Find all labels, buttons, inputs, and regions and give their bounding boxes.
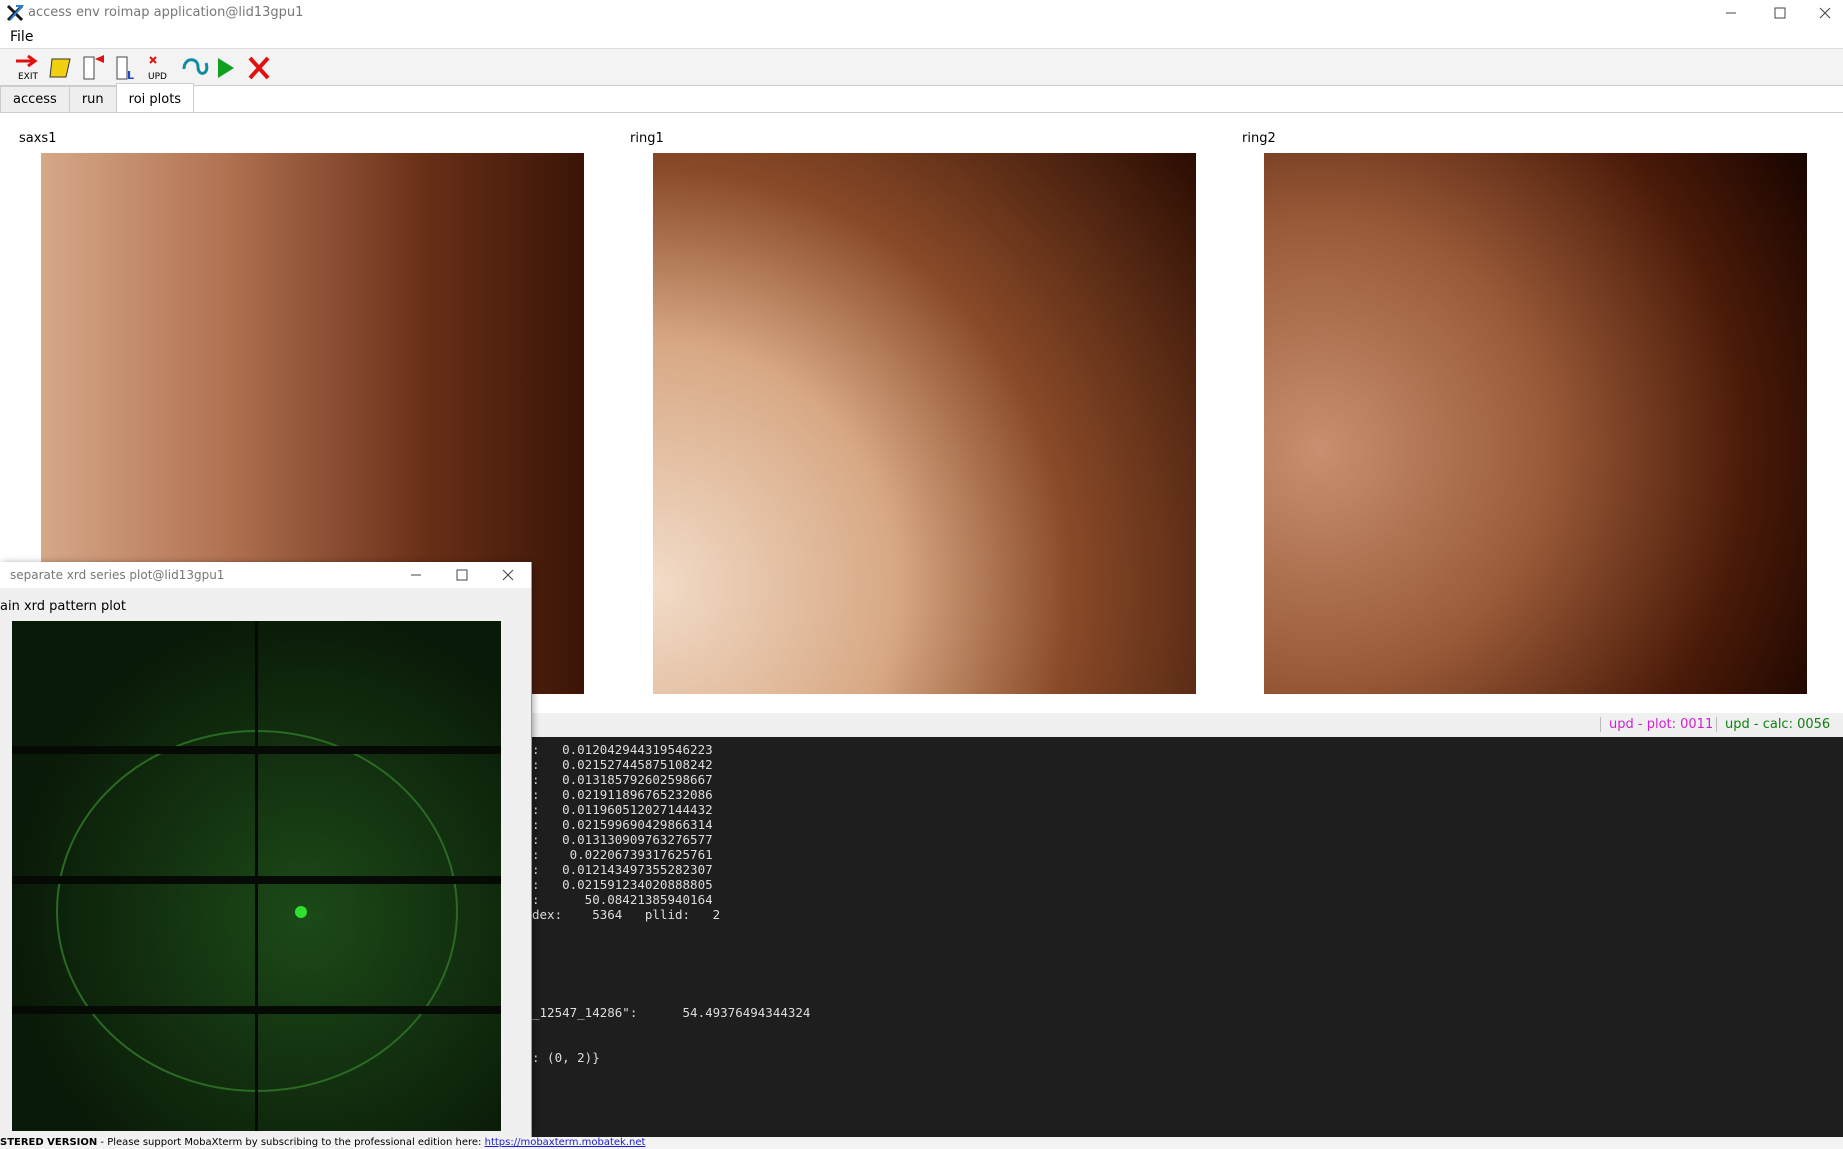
window-controls[interactable] [1720, 4, 1840, 22]
stop-button[interactable] [248, 56, 270, 80]
exit-label: EXIT [18, 72, 39, 82]
plot-title: ring2 [1242, 131, 1276, 146]
window-title: access env roimap application@lid13gpu1 [28, 5, 304, 20]
tab-bar: access run roi plots [0, 83, 195, 116]
console-line: : 0.013185792602598667 [532, 772, 713, 787]
menu-item[interactable]: File [10, 29, 34, 45]
footer-link[interactable]: https://mobaxterm.mobatek.net [484, 1137, 646, 1148]
console-line: : 0.013130909763276577 [532, 832, 713, 847]
plot-title: ain xrd pattern plot [0, 599, 126, 614]
sub-window-title: separate xrd series plot@lid13gpu1 [10, 568, 225, 582]
status-calc: upd - calc: 0056 [1716, 717, 1830, 732]
status-plot: upd - plot: 0011 [1600, 717, 1713, 732]
toolbar: EXIT L UPD [0, 48, 1843, 86]
console-line: : 0.012143497355282307 [532, 862, 713, 877]
upd-button[interactable]: UPD [148, 56, 167, 82]
console-line: : 0.021527445875108242 [532, 757, 713, 772]
console-line: : 0.021591234020888805 [532, 877, 713, 892]
exit-button[interactable]: EXIT [16, 54, 39, 82]
console-line: : 0.02206739317625761 [532, 847, 713, 862]
plot-title: ring1 [630, 131, 664, 146]
heatmap-image [653, 153, 1196, 694]
tab[interactable]: run [68, 86, 117, 113]
console-line: : (0, 2)} [532, 1050, 600, 1065]
app-icon [6, 4, 24, 22]
sub-title-bar: separate xrd series plot@lid13gpu1 [0, 562, 531, 588]
open-button[interactable] [49, 58, 71, 78]
svg-text:L: L [127, 69, 134, 82]
console-line: : 0.021911896765232086 [532, 787, 713, 802]
xrd-image [12, 621, 501, 1131]
plot-title: saxs1 [19, 131, 57, 146]
heatmap-image [1264, 153, 1807, 694]
console-line: _12547_14286": 54.49376494344324 [532, 1005, 811, 1020]
upd-label: UPD [148, 72, 167, 82]
console-line: : 50.08421385940164 [532, 892, 713, 907]
console-line: : 0.021599690429866314 [532, 817, 713, 832]
console-line: : 0.011960512027144432 [532, 802, 713, 817]
run-button[interactable] [218, 58, 234, 78]
plot-area: saxs1 ring1 ring2 [0, 112, 1843, 713]
refresh-button[interactable] [182, 58, 209, 75]
console-line: : 0.012042944319546223 [532, 742, 713, 757]
tab[interactable]: roi plots [115, 83, 195, 116]
tab[interactable]: access [0, 86, 70, 113]
roi-button[interactable] [83, 55, 104, 80]
toolbar-icons: EXIT L UPD [16, 54, 270, 82]
footer-badge: STERED VERSION [0, 1137, 98, 1148]
sub-window: separate xrd series plot@lid13gpu1 ain x… [0, 562, 532, 1137]
footer: STERED VERSION - Please support MobaXter… [0, 1137, 1843, 1149]
window-controls[interactable] [405, 566, 529, 584]
roi-l-button[interactable]: L [116, 56, 134, 82]
footer-text: - Please support MobaXterm by subscribin… [97, 1137, 485, 1148]
title-bar: access env roimap application@lid13gpu1 [0, 0, 1843, 26]
console-line: dex: 5364 pllid: 2 [532, 907, 721, 922]
menu-bar: File [0, 26, 1843, 48]
